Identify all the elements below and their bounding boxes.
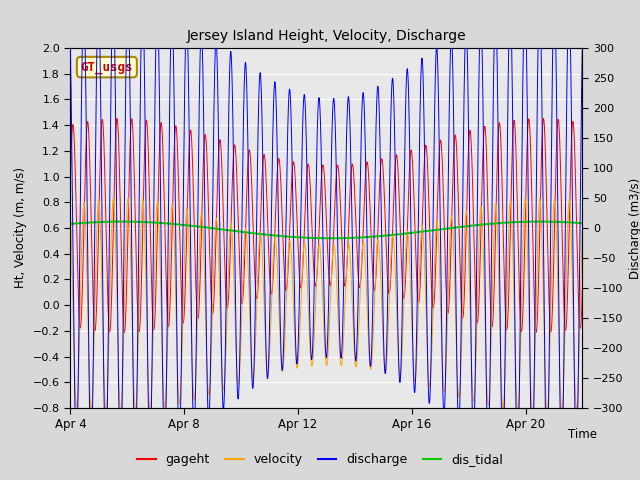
Text: GT_usgs: GT_usgs xyxy=(81,60,133,73)
Y-axis label: Discharge (m3/s): Discharge (m3/s) xyxy=(629,178,640,278)
Title: Jersey Island Height, Velocity, Discharge: Jersey Island Height, Velocity, Discharg… xyxy=(187,29,466,43)
Y-axis label: Ht, Velocity (m, m/s): Ht, Velocity (m, m/s) xyxy=(14,168,28,288)
X-axis label: Time: Time xyxy=(568,428,597,441)
Legend: gageht, velocity, discharge, dis_tidal: gageht, velocity, discharge, dis_tidal xyxy=(132,448,508,471)
